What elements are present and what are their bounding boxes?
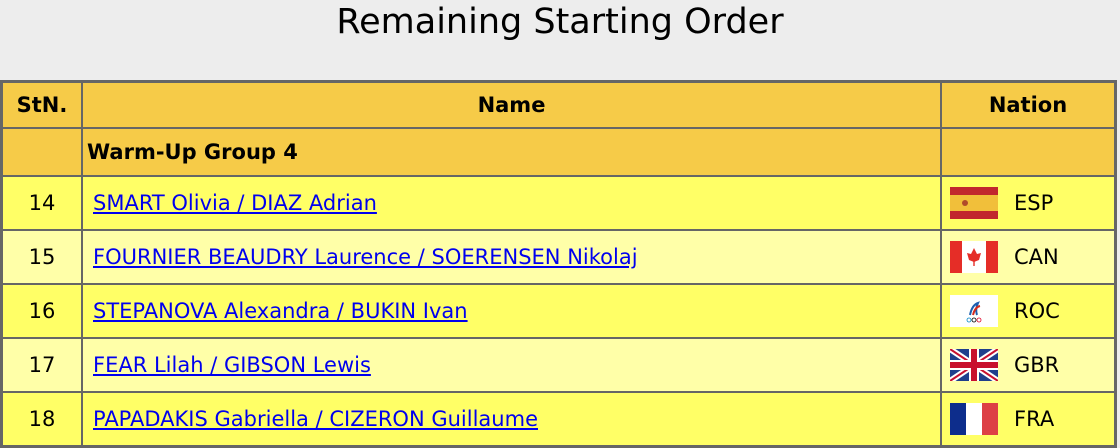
page-title: Remaining Starting Order — [336, 2, 784, 42]
table-row: 14 SMART Olivia / DIAZ Adrian ESP — [0, 175, 1117, 231]
flag-canada-icon — [950, 241, 998, 273]
nation-code: FRA — [1014, 407, 1055, 431]
table-row: 17 FEAR Lilah / GIBSON Lewis GBR — [0, 337, 1117, 393]
group-empty-cell — [0, 127, 83, 177]
warmup-group-label: Warm-Up Group 4 — [81, 127, 942, 177]
start-number: 17 — [0, 337, 83, 393]
table-row: 18 PAPADAKIS Gabriella / CIZERON Guillaum… — [0, 391, 1117, 448]
nation-code: ESP — [1014, 191, 1054, 215]
skater-link[interactable]: PAPADAKIS Gabriella / CIZERON Guillaume — [93, 407, 538, 431]
flag-france-icon — [950, 403, 998, 435]
nation-cell: CAN — [940, 229, 1117, 285]
header-nation: Nation — [940, 80, 1117, 129]
name-cell: FEAR Lilah / GIBSON Lewis — [81, 337, 942, 393]
start-number: 18 — [0, 391, 83, 448]
nation-cell: ESP — [940, 175, 1117, 231]
name-cell: SMART Olivia / DIAZ Adrian — [81, 175, 942, 231]
table-row: 15 FOURNIER BEAUDRY Laurence / SOERENSEN … — [0, 229, 1117, 285]
start-number: 15 — [0, 229, 83, 285]
skater-link[interactable]: SMART Olivia / DIAZ Adrian — [93, 191, 377, 215]
nation-cell: ROC — [940, 283, 1117, 339]
nation-code: CAN — [1014, 245, 1059, 269]
header-name: Name — [81, 80, 942, 129]
nation-code: ROC — [1014, 299, 1060, 323]
nation-cell: FRA — [940, 391, 1117, 448]
start-number: 16 — [0, 283, 83, 339]
flag-spain-icon — [950, 187, 998, 219]
name-cell: STEPANOVA Alexandra / BUKIN Ivan — [81, 283, 942, 339]
nation-cell: GBR — [940, 337, 1117, 393]
skater-link[interactable]: FOURNIER BEAUDRY Laurence / SOERENSEN Ni… — [93, 245, 638, 269]
skater-link[interactable]: FEAR Lilah / GIBSON Lewis — [93, 353, 371, 377]
table-row: 16 STEPANOVA Alexandra / BUKIN Ivan ROC — [0, 283, 1117, 339]
name-cell: FOURNIER BEAUDRY Laurence / SOERENSEN Ni… — [81, 229, 942, 285]
starting-order-table: StN. Name Nation Warm-Up Group 4 14 SMART… — [0, 80, 1117, 448]
header-row: StN. Name Nation — [0, 80, 1117, 129]
nation-code: GBR — [1014, 353, 1060, 377]
header-stn: StN. — [0, 80, 83, 129]
name-cell: PAPADAKIS Gabriella / CIZERON Guillaume — [81, 391, 942, 448]
flag-roc-icon — [950, 295, 998, 327]
group-empty-cell — [940, 127, 1117, 177]
flag-uk-icon — [950, 349, 998, 381]
skater-link[interactable]: STEPANOVA Alexandra / BUKIN Ivan — [93, 299, 468, 323]
start-number: 14 — [0, 175, 83, 231]
warmup-group-row: Warm-Up Group 4 — [0, 127, 1117, 177]
